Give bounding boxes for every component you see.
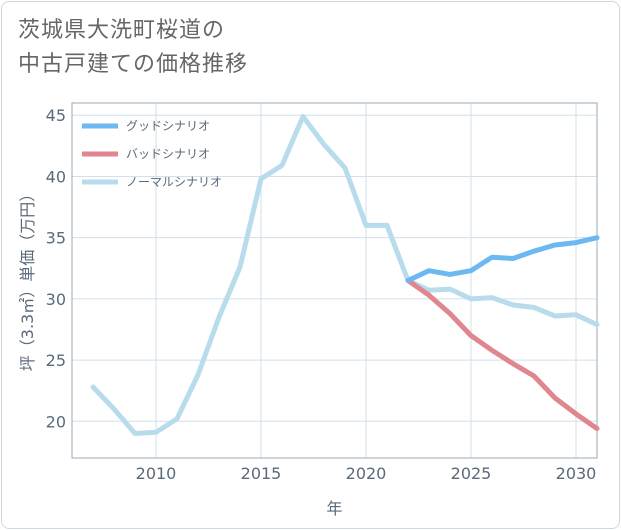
grid-lines [72,103,597,458]
legend-label: グッドシナリオ [126,119,210,133]
chart-title-line-1: 茨城県大洗町桜道の [18,18,226,43]
x-tick-label: 2020 [346,464,387,483]
series-line-bad [405,278,600,432]
y-tick-label: 35 [46,229,66,248]
x-tick-label: 2010 [136,464,177,483]
y-axis-title: 坪（3.3㎡）単価（万円） [18,186,37,371]
x-tick-label: 2030 [556,464,597,483]
series-line-normal [90,114,600,436]
legend-label: バッドシナリオ [126,147,210,161]
legend-label: ノーマルシナリオ [126,175,222,189]
x-axis-title: 年 [326,499,342,518]
series-line-good [405,235,600,283]
y-tick-label: 20 [46,412,66,431]
x-tick-label: 2015 [241,464,282,483]
y-tick-label: 45 [46,106,66,125]
y-tick-label: 30 [46,290,66,309]
plot-area [71,102,598,459]
x-tick-labels: 2010 2015 2020 2025 2030 [136,464,597,483]
series-lines [90,114,600,436]
x-tick-label: 2025 [451,464,492,483]
chart-title-line-2: 中古戸建ての価格推移 [18,52,249,77]
chart-title: 茨城県大洗町桜道の 中古戸建ての価格推移 [18,14,248,82]
y-tick-label: 25 [46,351,66,370]
y-tick-labels: 20 25 30 35 40 45 [46,106,66,431]
y-tick-label: 40 [46,167,66,186]
